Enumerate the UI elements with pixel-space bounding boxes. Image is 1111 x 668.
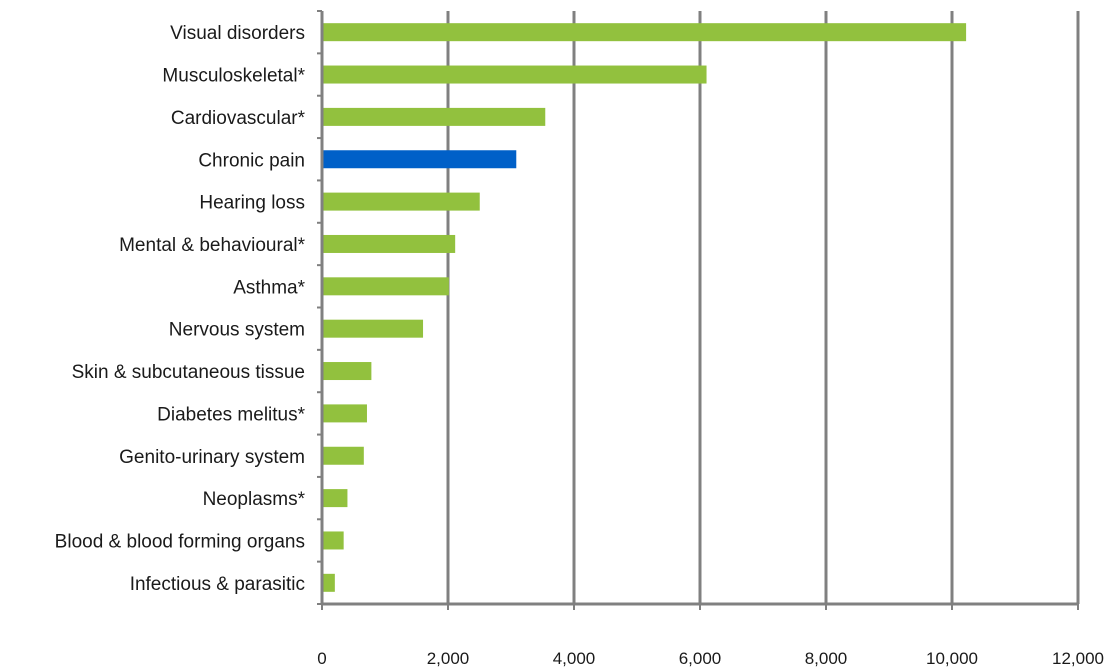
category-label: Musculoskeletal* xyxy=(162,66,305,87)
x-tick-label: 12,000 xyxy=(1052,649,1104,668)
x-tick-label: 10,000 xyxy=(926,649,978,668)
bar xyxy=(323,23,967,42)
grid-lines xyxy=(446,11,1080,604)
x-tick-label: 4,000 xyxy=(553,649,596,668)
bar xyxy=(323,404,367,423)
bar xyxy=(323,277,449,296)
x-tick-label: 0 xyxy=(317,649,326,668)
bar xyxy=(323,107,546,126)
x-tick-label: 6,000 xyxy=(679,649,722,668)
bar xyxy=(323,489,348,508)
category-label: Genito-urinary system xyxy=(119,447,305,468)
bar xyxy=(323,65,707,84)
category-label: Visual disorders xyxy=(170,23,305,44)
bar xyxy=(323,234,456,253)
bar xyxy=(323,150,517,169)
bar xyxy=(323,446,364,465)
bar xyxy=(323,192,480,211)
bars xyxy=(323,23,967,592)
x-tick-label: 2,000 xyxy=(427,649,470,668)
axes xyxy=(317,10,1079,610)
category-label: Chronic pain xyxy=(198,150,305,171)
bar xyxy=(323,573,335,592)
category-label: Infectious & parasitic xyxy=(130,574,305,595)
bar xyxy=(323,531,344,550)
x-tick-label: 8,000 xyxy=(805,649,848,668)
category-label: Asthma* xyxy=(233,277,305,298)
x-tick-labels: 0 2,000 4,000 6,000 8,000 10,000 12,000 xyxy=(317,649,1104,668)
category-label: Blood & blood forming organs xyxy=(55,531,305,552)
category-label: Hearing loss xyxy=(199,193,305,214)
category-label: Cardiovascular* xyxy=(171,108,306,129)
category-label: Skin & subcutaneous tissue xyxy=(72,362,305,383)
category-label: Diabetes melitus* xyxy=(157,404,305,425)
category-label: Nervous system xyxy=(169,320,305,341)
bar xyxy=(323,362,372,381)
category-label: Neoplasms* xyxy=(203,489,306,510)
category-labels: Visual disorders Musculoskeletal* Cardiova… xyxy=(55,23,306,595)
category-label: Mental & behavioural* xyxy=(119,235,305,256)
bar xyxy=(323,319,424,338)
